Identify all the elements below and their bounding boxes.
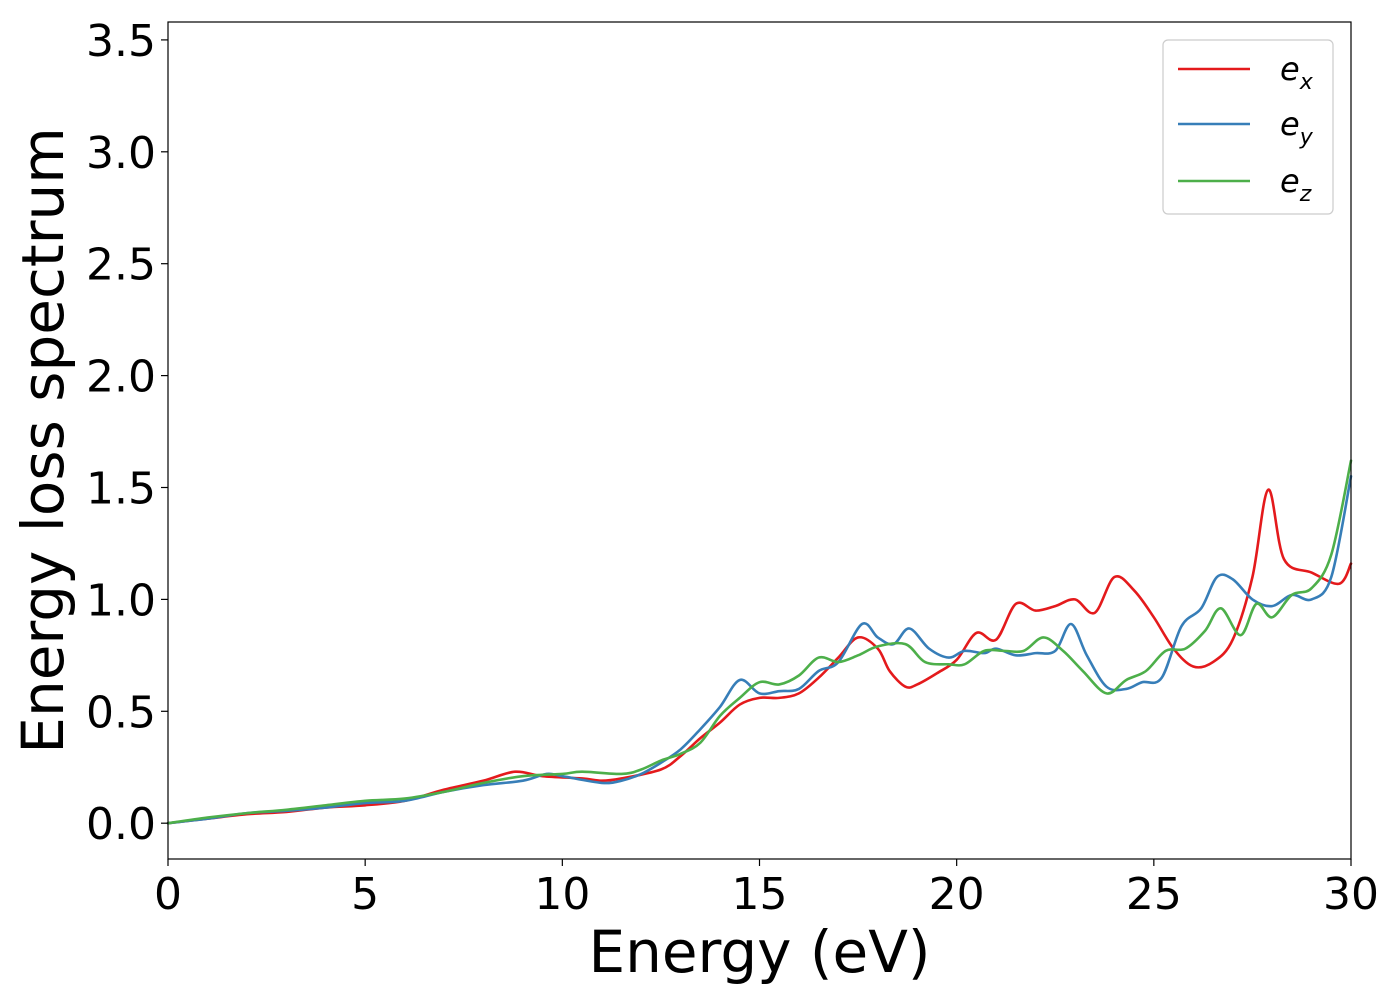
x-tick-label: 20	[929, 869, 985, 920]
series-line-ey	[166, 475, 1353, 825]
x-tick-label: 15	[732, 869, 788, 920]
x-axis: 0 5 10 15 20 25 30	[154, 859, 1379, 920]
y-tick-label: 2.0	[86, 352, 156, 403]
y-tick-label: 2.5	[86, 240, 156, 291]
legend-box	[1162, 39, 1334, 215]
y-axis-title: Energy loss spectrum	[9, 127, 77, 753]
y-tick-label: 1.0	[86, 575, 156, 626]
y-tick-label: 0.0	[86, 799, 156, 850]
x-axis-title: Energy (eV)	[588, 918, 930, 986]
y-tick-label: 3.5	[86, 16, 156, 67]
x-tick-label: 25	[1126, 869, 1182, 920]
x-tick-label: 5	[351, 869, 379, 920]
y-tick-label: 1.5	[86, 463, 156, 514]
y-axis: 0.0 0.5 1.0 1.5 2.0 2.5 3.0 3.5	[86, 16, 168, 850]
legend-label-subscript: z	[1299, 182, 1312, 207]
series-line-ez	[166, 459, 1353, 825]
x-tick-label: 0	[154, 869, 182, 920]
series-line-ex	[166, 488, 1353, 825]
x-tick-label: 30	[1323, 869, 1379, 920]
y-tick-label: 0.5	[86, 687, 156, 738]
plot-background	[168, 22, 1351, 859]
legend-label-subscript: x	[1299, 70, 1314, 95]
x-tick-label: 10	[534, 869, 590, 920]
legend-label-subscript: y	[1299, 125, 1314, 150]
series-layer	[166, 459, 1353, 825]
legend-label: ey	[1280, 105, 1314, 150]
y-tick-label: 3.0	[86, 128, 156, 179]
